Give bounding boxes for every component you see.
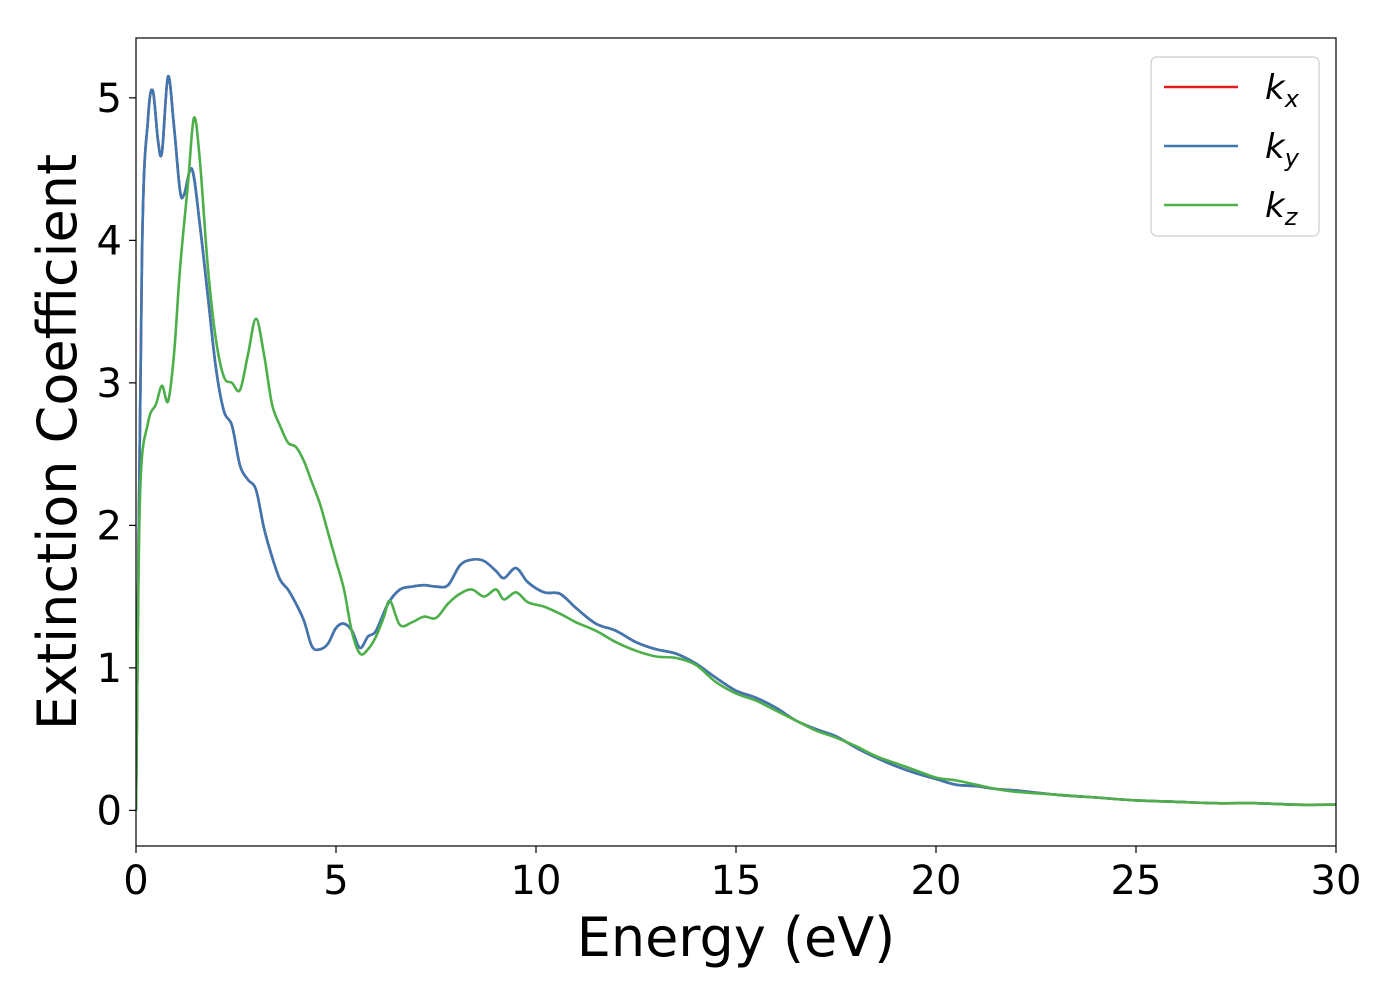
plot-lines <box>136 75 1336 811</box>
x-tick-label: 10 <box>511 858 562 904</box>
series-line-kz <box>136 116 1336 811</box>
y-tick-label: 5 <box>97 76 122 122</box>
x-tick-label: 20 <box>911 858 962 904</box>
series-line-ky <box>136 75 1336 811</box>
y-tick-label: 4 <box>97 218 122 264</box>
legend: kx ky kz <box>1150 56 1320 237</box>
y-axis-ticks: 0 1 2 3 4 5 <box>97 76 136 834</box>
x-axis-title: Energy (eV) <box>577 906 896 969</box>
x-tick-label: 5 <box>323 858 348 904</box>
x-tick-label: 30 <box>1311 858 1362 904</box>
x-tick-label: 25 <box>1111 858 1162 904</box>
y-tick-label: 3 <box>97 361 122 407</box>
legend-label-ky: ky <box>1265 127 1300 172</box>
y-tick-label: 1 <box>97 646 122 692</box>
legend-label-kz: kz <box>1265 186 1299 231</box>
x-axis-ticks: 0 5 10 15 20 25 30 <box>123 846 1361 904</box>
y-axis-title: Extinction Coefficient <box>26 154 89 730</box>
legend-label-kx: kx <box>1265 68 1300 113</box>
x-tick-label: 15 <box>711 858 762 904</box>
y-tick-label: 2 <box>97 503 122 549</box>
x-tick-label: 0 <box>123 858 148 904</box>
y-tick-label: 0 <box>97 788 122 834</box>
